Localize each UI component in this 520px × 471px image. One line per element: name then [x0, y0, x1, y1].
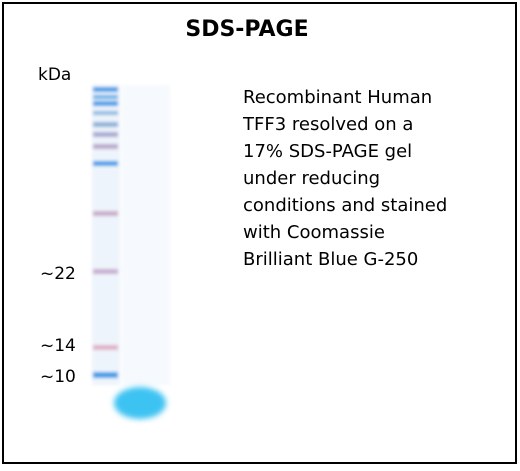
band [93, 345, 118, 350]
sample-band [114, 387, 166, 419]
band [93, 372, 118, 378]
sample-lane [122, 85, 170, 385]
band [93, 132, 118, 137]
band [93, 101, 118, 106]
band [93, 87, 118, 92]
description-line: conditions and stained [243, 195, 447, 216]
unit-label: kDa [38, 65, 71, 85]
ladder-lane [92, 85, 120, 385]
gel [92, 85, 170, 385]
band [93, 95, 118, 99]
band [93, 269, 118, 274]
marker-label: ~10 [40, 367, 76, 387]
description-line: Brilliant Blue G-250 [243, 249, 418, 270]
band [93, 211, 118, 216]
description-line: 17% SDS-PAGE gel [243, 141, 412, 162]
description-line: Recombinant Human [243, 87, 432, 108]
description-line: TFF3 resolved on a [242, 114, 413, 135]
band [93, 111, 118, 115]
band [93, 122, 118, 127]
title: SDS-PAGE [185, 17, 308, 42]
band [93, 161, 118, 166]
marker-label: ~22 [40, 264, 76, 284]
band [93, 144, 118, 149]
description-line: with Coomassie [243, 222, 385, 243]
frame [2, 2, 517, 464]
marker-label: ~14 [40, 336, 76, 356]
description: Recombinant Human TFF3 resolved on a 17% S… [242, 87, 447, 270]
description-line: under reducing [243, 168, 380, 189]
